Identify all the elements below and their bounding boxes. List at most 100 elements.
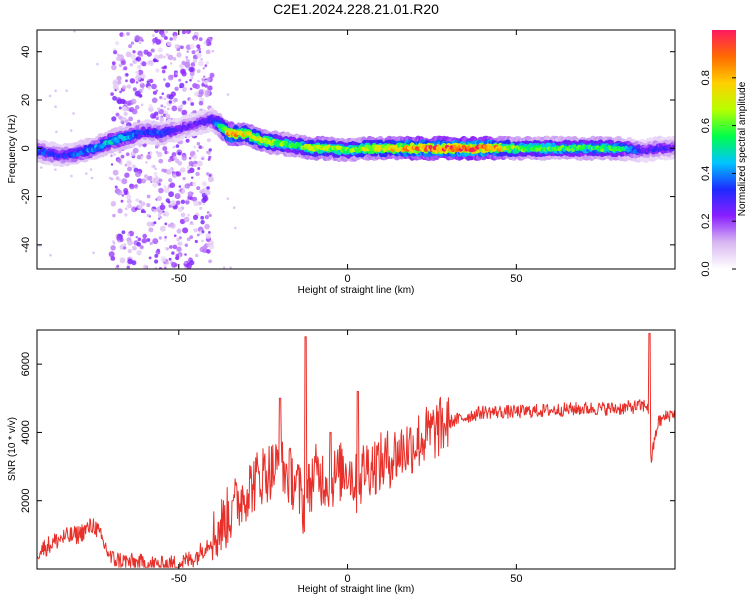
heatmap-cell: [204, 223, 210, 230]
heatmap-cell: [205, 150, 209, 154]
heatmap-cell: [69, 129, 73, 132]
heatmap-cell: [181, 60, 186, 65]
heatmap-cell: [232, 206, 236, 209]
heatmap-cell: [177, 242, 181, 246]
heatmap-cell: [173, 37, 177, 41]
heatmap-cell: [184, 61, 191, 68]
heatmap-cell: [164, 238, 167, 242]
heatmap-cell: [176, 238, 180, 242]
heatmap-cell: [110, 256, 116, 261]
heatmap-cell: [134, 35, 141, 41]
heatmap-cell: [163, 185, 167, 189]
heatmap-cell: [174, 86, 179, 92]
y-tick-label: -40: [20, 237, 32, 253]
colorbar-label: Normalized spectral amplitude: [737, 81, 748, 216]
heatmap-cell: [154, 253, 159, 258]
heatmap-cell: [160, 104, 164, 108]
heatmap-cell: [131, 108, 138, 115]
heatmap-cell: [116, 55, 122, 62]
heatmap-cell: [206, 186, 210, 190]
heatmap-cell: [121, 194, 125, 197]
heatmap-cell: [158, 182, 162, 186]
heatmap-cell: [178, 78, 182, 82]
heatmap-cell: [160, 115, 164, 119]
heatmap-cell: [114, 185, 118, 189]
heatmap-cell: [134, 207, 138, 211]
heatmap-cell: [159, 117, 164, 123]
heatmap-cell: [127, 233, 131, 237]
heatmap-cell: [54, 168, 57, 171]
heatmap-cell: [193, 163, 197, 167]
heatmap-cell: [179, 140, 184, 145]
heatmap-cell: [182, 87, 187, 92]
heatmap-cell: [140, 103, 144, 107]
heatmap-cell: [184, 266, 187, 269]
heatmap-cell: [208, 244, 215, 250]
heatmap-cell: [206, 42, 211, 47]
heatmap-cell: [121, 178, 128, 185]
heatmap-cell: [148, 227, 154, 233]
heatmap-cell: [196, 160, 203, 167]
heatmap-cell: [120, 120, 124, 123]
heatmap-cell: [112, 242, 116, 245]
heatmap-cell: [189, 79, 192, 82]
heatmap-cell: [126, 198, 132, 204]
heatmap-cell: [175, 256, 178, 260]
heatmap-cell: [152, 58, 157, 63]
heatmap-cell: [130, 41, 135, 45]
heatmap-cell: [127, 249, 132, 254]
heatmap-cell: [135, 105, 140, 110]
heatmap-cell: [125, 51, 132, 58]
heatmap-cell: [134, 184, 138, 187]
heatmap-cell: [170, 200, 177, 207]
heatmap-cell: [169, 37, 173, 41]
heatmap-cell: [117, 80, 122, 85]
heatmap-cell: [157, 213, 161, 217]
heatmap-cell: [135, 171, 141, 178]
heatmap-cell: [196, 233, 200, 237]
heatmap-cell: [141, 87, 145, 90]
heatmap-cell: [198, 37, 203, 42]
heatmap-cell: [65, 89, 68, 92]
heatmap-cell: [127, 239, 133, 246]
heatmap-cell: [185, 138, 190, 143]
heatmap-cell: [54, 105, 57, 108]
heatmap-cell: [125, 152, 130, 157]
heatmap-cell: [226, 197, 230, 200]
heatmap-cell: [145, 161, 148, 164]
heatmap-cell: [136, 178, 143, 184]
heatmap-cell: [204, 89, 211, 96]
heatmap-cell: [198, 100, 204, 106]
heatmap-cell: [147, 85, 152, 91]
heatmap-cell: [110, 154, 113, 157]
heatmap-cell: [129, 78, 136, 84]
heatmap-cell: [171, 262, 177, 268]
heatmap-cell: [200, 215, 205, 220]
heatmap-cell: [191, 50, 196, 55]
heatmap-cell: [115, 87, 119, 91]
heatmap-cell: [201, 239, 205, 243]
heatmap-cell: [135, 198, 140, 203]
heatmap-cell: [152, 238, 159, 245]
heatmap-cell: [119, 257, 126, 264]
heatmap-cell: [110, 200, 117, 207]
snr-panel: -50 0 50 2000 4000 6000 Height of straight l…: [7, 329, 676, 595]
heatmap-cell: [173, 97, 178, 103]
heatmap-cell: [132, 50, 136, 54]
colorbar-tick-label: 0.6: [700, 118, 712, 133]
heatmap-cell: [149, 61, 154, 66]
heatmap-cell: [142, 233, 147, 239]
x-tick-label: 0: [344, 573, 350, 585]
heatmap-cell: [206, 138, 211, 143]
heatmap-cell: [203, 75, 206, 78]
heatmap-cell: [201, 77, 205, 81]
heatmap-cell: [110, 245, 116, 251]
heatmap-cell: [119, 90, 122, 94]
heatmap-cell: [176, 228, 182, 234]
snr-axes: [36, 329, 676, 570]
heatmap-cell: [146, 238, 151, 242]
x-tick-label: 50: [510, 573, 522, 585]
heatmap-cell: [150, 113, 156, 119]
heatmap-cell: [163, 105, 167, 109]
heatmap-cell: [146, 221, 152, 227]
